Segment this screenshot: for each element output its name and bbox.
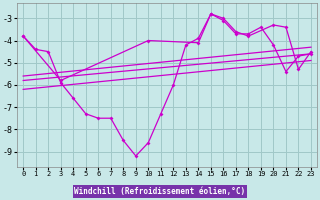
Text: Windchill (Refroidissement éolien,°C): Windchill (Refroidissement éolien,°C) [75, 187, 245, 196]
